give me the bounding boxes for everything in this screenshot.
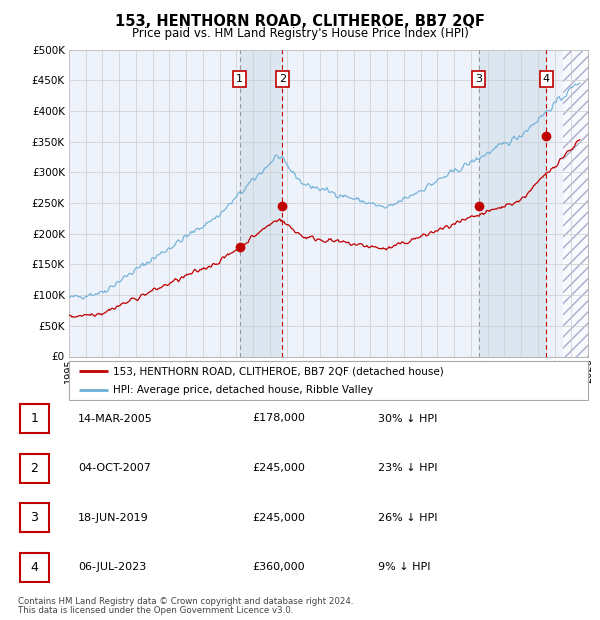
FancyBboxPatch shape bbox=[20, 454, 49, 482]
Text: 9% ↓ HPI: 9% ↓ HPI bbox=[378, 562, 431, 572]
Bar bbox=[563, 50, 588, 356]
Text: Contains HM Land Registry data © Crown copyright and database right 2024.: Contains HM Land Registry data © Crown c… bbox=[18, 597, 353, 606]
Text: 30% ↓ HPI: 30% ↓ HPI bbox=[378, 414, 437, 423]
FancyBboxPatch shape bbox=[20, 404, 49, 433]
Text: 26% ↓ HPI: 26% ↓ HPI bbox=[378, 513, 437, 523]
Bar bbox=[479, 50, 547, 356]
Bar bbox=[563, 50, 588, 356]
Text: HPI: Average price, detached house, Ribble Valley: HPI: Average price, detached house, Ribb… bbox=[113, 385, 373, 395]
Text: 3: 3 bbox=[475, 74, 482, 84]
Text: 23% ↓ HPI: 23% ↓ HPI bbox=[378, 463, 437, 473]
FancyBboxPatch shape bbox=[20, 553, 49, 582]
Bar bbox=[240, 50, 283, 356]
FancyBboxPatch shape bbox=[20, 503, 49, 532]
Text: 1: 1 bbox=[31, 412, 38, 425]
Text: £245,000: £245,000 bbox=[252, 463, 305, 473]
Text: 2: 2 bbox=[31, 462, 38, 474]
Text: 18-JUN-2019: 18-JUN-2019 bbox=[78, 513, 149, 523]
Text: 4: 4 bbox=[543, 74, 550, 84]
Text: 06-JUL-2023: 06-JUL-2023 bbox=[78, 562, 146, 572]
Text: 2: 2 bbox=[279, 74, 286, 84]
Text: 153, HENTHORN ROAD, CLITHEROE, BB7 2QF: 153, HENTHORN ROAD, CLITHEROE, BB7 2QF bbox=[115, 14, 485, 29]
Text: 3: 3 bbox=[31, 512, 38, 524]
Text: 1: 1 bbox=[236, 74, 243, 84]
Text: This data is licensed under the Open Government Licence v3.0.: This data is licensed under the Open Gov… bbox=[18, 606, 293, 615]
Text: 04-OCT-2007: 04-OCT-2007 bbox=[78, 463, 151, 473]
Text: £178,000: £178,000 bbox=[252, 414, 305, 423]
Text: 4: 4 bbox=[31, 561, 38, 574]
Text: £360,000: £360,000 bbox=[252, 562, 305, 572]
Text: 14-MAR-2005: 14-MAR-2005 bbox=[78, 414, 153, 423]
Text: Price paid vs. HM Land Registry's House Price Index (HPI): Price paid vs. HM Land Registry's House … bbox=[131, 27, 469, 40]
Text: 153, HENTHORN ROAD, CLITHEROE, BB7 2QF (detached house): 153, HENTHORN ROAD, CLITHEROE, BB7 2QF (… bbox=[113, 366, 444, 376]
FancyBboxPatch shape bbox=[69, 361, 588, 400]
Text: £245,000: £245,000 bbox=[252, 513, 305, 523]
